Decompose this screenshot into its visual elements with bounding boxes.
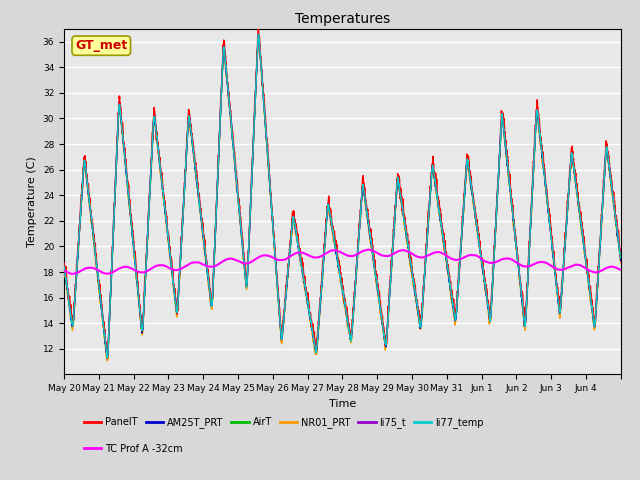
NR01_PRT: [255, 35, 262, 41]
NR01_PRT: [60, 264, 68, 270]
X-axis label: Time: Time: [329, 399, 356, 408]
NR01_PRT: [104, 358, 111, 364]
AirT: [393, 181, 401, 187]
Line: li77_temp: li77_temp: [64, 34, 621, 358]
li77_temp: [176, 270, 184, 276]
PanelT: [393, 177, 401, 182]
li75_t: [537, 142, 545, 148]
TC Prof A -32cm: [537, 259, 545, 265]
li75_t: [176, 270, 184, 276]
Text: GT_met: GT_met: [75, 39, 127, 52]
AM25T_PRT: [523, 297, 531, 303]
NR01_PRT: [617, 260, 625, 265]
li77_temp: [393, 180, 401, 186]
li77_temp: [103, 355, 111, 361]
li77_temp: [364, 210, 371, 216]
li75_t: [364, 210, 371, 216]
AirT: [617, 256, 625, 262]
NR01_PRT: [176, 275, 184, 280]
Line: AirT: AirT: [64, 36, 621, 359]
li75_t: [393, 183, 401, 189]
NR01_PRT: [537, 143, 545, 149]
AirT: [60, 264, 68, 270]
TC Prof A -32cm: [393, 249, 401, 254]
Line: li75_t: li75_t: [64, 33, 621, 357]
TC Prof A -32cm: [60, 268, 68, 274]
li77_temp: [617, 255, 625, 261]
AirT: [364, 213, 371, 218]
AM25T_PRT: [104, 355, 111, 360]
PanelT: [617, 247, 625, 253]
AM25T_PRT: [393, 180, 401, 186]
NR01_PRT: [495, 160, 503, 166]
TC Prof A -32cm: [176, 266, 184, 272]
li75_t: [617, 252, 625, 258]
PanelT: [495, 153, 503, 158]
TC Prof A -32cm: [68, 271, 76, 277]
TC Prof A -32cm: [365, 247, 372, 252]
NR01_PRT: [364, 215, 371, 220]
PanelT: [523, 287, 531, 293]
PanelT: [537, 134, 545, 140]
AM25T_PRT: [60, 264, 68, 270]
TC Prof A -32cm: [495, 258, 503, 264]
Y-axis label: Temperature (C): Temperature (C): [28, 156, 37, 247]
li77_temp: [523, 300, 531, 305]
TC Prof A -32cm: [364, 247, 371, 253]
li75_t: [495, 156, 503, 162]
li77_temp: [495, 155, 503, 161]
PanelT: [104, 356, 111, 361]
Line: AM25T_PRT: AM25T_PRT: [64, 36, 621, 358]
AirT: [537, 142, 545, 148]
NR01_PRT: [393, 186, 401, 192]
AM25T_PRT: [364, 212, 371, 217]
AM25T_PRT: [537, 141, 545, 147]
NR01_PRT: [523, 305, 531, 311]
li77_temp: [60, 264, 68, 270]
TC Prof A -32cm: [617, 267, 625, 273]
PanelT: [255, 23, 262, 28]
AM25T_PRT: [495, 156, 503, 161]
AirT: [523, 300, 531, 306]
Legend: TC Prof A -32cm: TC Prof A -32cm: [80, 440, 187, 457]
AirT: [103, 356, 111, 362]
AM25T_PRT: [617, 258, 625, 264]
li75_t: [60, 260, 68, 266]
AM25T_PRT: [176, 272, 184, 277]
AirT: [255, 33, 262, 38]
PanelT: [60, 263, 68, 268]
Line: PanelT: PanelT: [64, 25, 621, 359]
AirT: [495, 159, 503, 165]
li75_t: [523, 295, 531, 301]
Title: Temperatures: Temperatures: [295, 12, 390, 26]
li77_temp: [537, 141, 545, 147]
li77_temp: [255, 31, 262, 37]
PanelT: [364, 206, 371, 212]
AM25T_PRT: [255, 33, 262, 38]
AirT: [176, 274, 184, 279]
PanelT: [176, 270, 184, 276]
Line: NR01_PRT: NR01_PRT: [64, 38, 621, 361]
li75_t: [255, 30, 262, 36]
li75_t: [103, 354, 111, 360]
Line: TC Prof A -32cm: TC Prof A -32cm: [64, 250, 621, 274]
TC Prof A -32cm: [523, 264, 531, 269]
